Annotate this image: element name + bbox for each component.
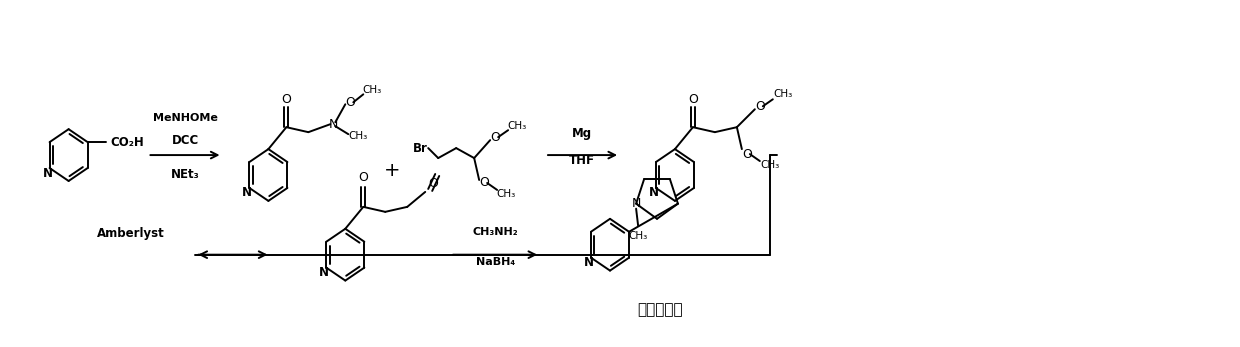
Text: CH₃: CH₃ bbox=[496, 189, 516, 199]
Text: NaBH₄: NaBH₄ bbox=[475, 257, 515, 266]
Text: +: + bbox=[384, 161, 401, 179]
Text: O: O bbox=[281, 93, 291, 106]
Text: 消旋尼古丁: 消旋尼古丁 bbox=[637, 302, 683, 317]
Text: N: N bbox=[584, 256, 594, 269]
Text: O: O bbox=[755, 100, 765, 113]
Text: N: N bbox=[329, 118, 339, 131]
Text: MeNHOMe: MeNHOMe bbox=[153, 113, 218, 123]
Text: O: O bbox=[490, 131, 500, 144]
Text: DCC: DCC bbox=[172, 134, 200, 147]
Text: N: N bbox=[631, 197, 641, 210]
Text: CH₃NH₂: CH₃NH₂ bbox=[472, 227, 518, 237]
Text: N: N bbox=[649, 186, 658, 200]
Text: O: O bbox=[479, 177, 489, 189]
Text: CH₃: CH₃ bbox=[507, 121, 527, 131]
Text: CH₃: CH₃ bbox=[774, 89, 792, 99]
Text: Amberlyst: Amberlyst bbox=[97, 227, 165, 240]
Text: N: N bbox=[42, 167, 52, 179]
Text: CO₂H: CO₂H bbox=[110, 136, 145, 149]
Text: CH₃: CH₃ bbox=[760, 160, 780, 170]
Text: N: N bbox=[319, 266, 330, 279]
Text: O: O bbox=[358, 171, 368, 185]
Text: CH₃: CH₃ bbox=[348, 131, 368, 141]
Text: O: O bbox=[688, 93, 698, 106]
Text: CH₃: CH₃ bbox=[362, 85, 382, 95]
Text: O: O bbox=[742, 147, 751, 161]
Text: O: O bbox=[428, 177, 438, 191]
Text: Br: Br bbox=[413, 142, 428, 155]
Text: CH₃: CH₃ bbox=[629, 230, 647, 240]
Text: N: N bbox=[242, 186, 253, 200]
Text: Mg: Mg bbox=[572, 127, 593, 139]
Text: THF: THF bbox=[569, 154, 595, 167]
Text: O: O bbox=[346, 96, 355, 109]
Text: NEt₃: NEt₃ bbox=[171, 169, 200, 181]
